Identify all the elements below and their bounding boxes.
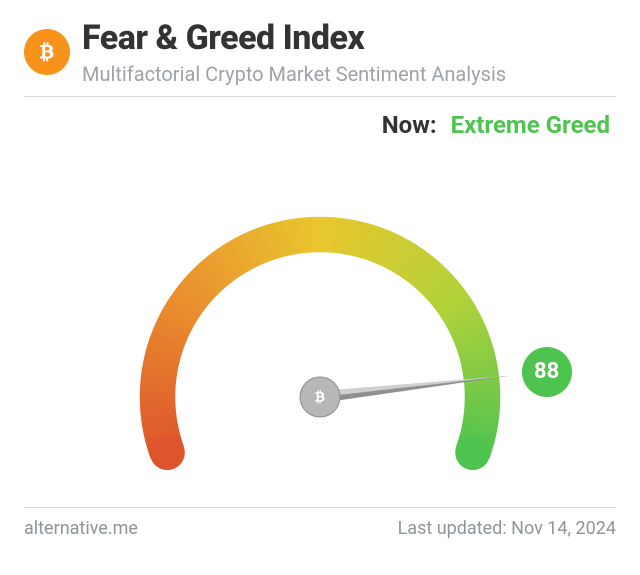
status-value: Extreme Greed (451, 111, 610, 139)
status-label: Now: (382, 111, 437, 139)
source-site: alternative.me (24, 518, 138, 539)
divider-bottom (24, 507, 616, 508)
header: Fear & Greed Index Multifactorial Crypto… (24, 18, 616, 86)
page-subtitle: Multifactorial Crypto Market Sentiment A… (82, 62, 506, 86)
status-line: Now: Extreme Greed (24, 111, 616, 139)
updated-label: Last updated: (398, 518, 507, 539)
header-text: Fear & Greed Index Multifactorial Crypto… (82, 18, 506, 86)
bitcoin-icon (24, 29, 70, 75)
last-updated: Last updated: Nov 14, 2024 (398, 518, 616, 539)
gauge-svg (24, 147, 616, 487)
updated-value: Nov 14, 2024 (511, 518, 616, 539)
page-title: Fear & Greed Index (82, 18, 506, 58)
score-value: 88 (534, 359, 559, 384)
divider-top (24, 96, 616, 97)
gauge-chart: 88 (24, 147, 616, 487)
bitcoin-glyph-icon (34, 39, 60, 65)
footer: alternative.me Last updated: Nov 14, 202… (24, 518, 616, 539)
score-badge: 88 (522, 347, 572, 397)
